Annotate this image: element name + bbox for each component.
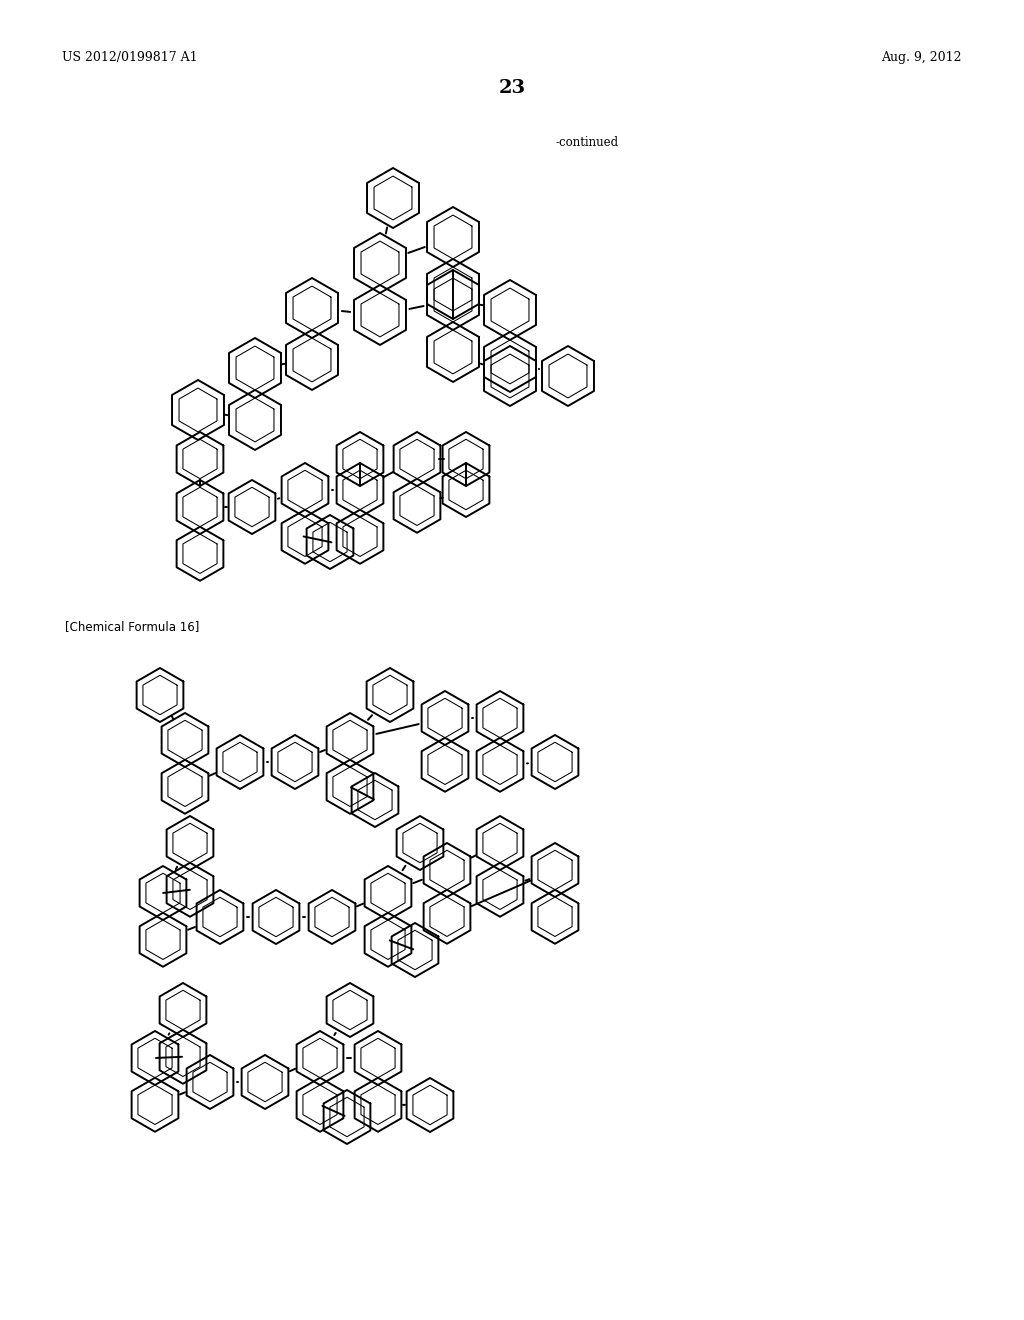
Text: US 2012/0199817 A1: US 2012/0199817 A1 bbox=[62, 51, 198, 65]
Text: 23: 23 bbox=[499, 79, 525, 96]
Text: Aug. 9, 2012: Aug. 9, 2012 bbox=[882, 51, 962, 65]
Text: -continued: -continued bbox=[555, 136, 618, 149]
Text: [Chemical Formula 16]: [Chemical Formula 16] bbox=[65, 620, 200, 634]
